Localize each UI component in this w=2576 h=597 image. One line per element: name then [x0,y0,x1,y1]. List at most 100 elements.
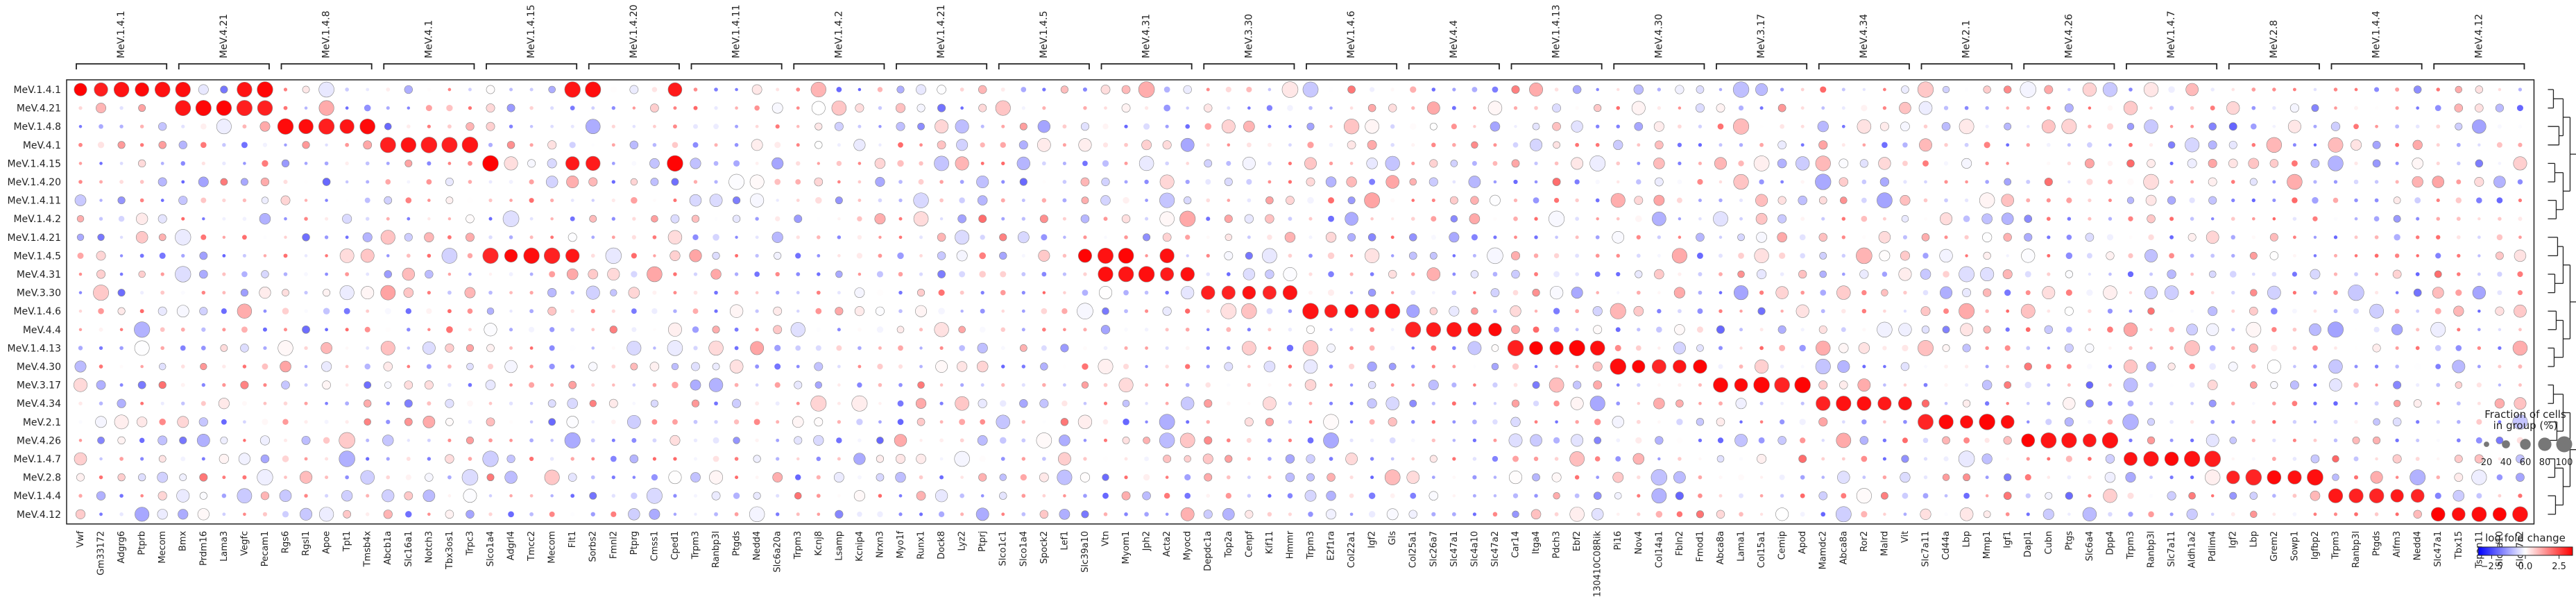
dot [1492,512,1498,517]
dot [529,124,534,128]
dot [1327,252,1335,260]
dot [2518,494,2523,498]
dot [1225,455,1233,463]
dot [1206,87,1210,92]
dot [1985,346,1989,351]
dot [1493,402,1497,405]
dot [154,81,171,98]
dot [2328,359,2343,374]
dot [2287,470,2302,485]
dot [2453,305,2464,317]
dot [2436,143,2440,147]
dot [1206,253,1210,258]
dot [1390,198,1395,203]
dot [1410,364,1415,369]
dot [180,345,186,351]
dot [2187,233,2197,242]
dot [1512,510,1519,519]
dot [898,142,903,148]
dot [2129,291,2133,294]
dot [749,174,765,190]
dot [1370,272,1374,276]
dot [384,196,393,205]
dot [611,124,615,128]
dot [1102,160,1109,167]
dot [2025,327,2031,333]
dot [1983,288,1992,297]
dot [1800,253,1806,259]
dot [1347,233,1356,242]
dot [935,360,948,373]
dot [407,439,411,442]
dot [1308,217,1313,221]
dot [1390,346,1395,351]
dot [445,178,454,186]
dot [366,309,370,313]
dot [1616,383,1620,387]
dot [1755,83,1768,96]
dot [2309,323,2321,336]
dot [774,344,781,352]
gene-label: Aifm3 [2392,531,2403,557]
dot [1041,457,1046,461]
dot [1530,509,1542,520]
dot [2186,508,2198,520]
dot [1820,86,1827,93]
dot [1593,491,1602,501]
dot [2024,362,2032,371]
dot [281,159,290,168]
dot [631,437,637,443]
dot [383,510,393,519]
dot [2436,235,2441,239]
dot [488,142,493,147]
dot [2047,161,2051,166]
dot [1675,491,1684,501]
dot [816,456,821,462]
dot [1390,383,1394,387]
dot [1184,455,1191,463]
dot [1367,140,1377,150]
dot [1202,453,1213,464]
group-label: MeV.1.4.13 [1551,5,1562,58]
dot [1040,362,1048,371]
dot [2375,106,2379,110]
dot [2272,494,2276,498]
dot [2395,438,2399,443]
dot [325,199,328,202]
dot [1163,492,1170,499]
dot [304,106,308,110]
dot [99,364,103,369]
dot [1492,419,1498,425]
dot [1406,471,1420,484]
dot [445,343,454,353]
dot [1365,119,1379,134]
dot [1534,235,1538,239]
dot [1061,401,1068,407]
dot [1777,325,1786,334]
dot [1678,124,1682,129]
dot [2334,346,2337,350]
dot [2477,235,2481,239]
dot [1923,217,1928,221]
dot [243,439,246,442]
dot [2393,400,2401,407]
dot [529,309,534,314]
dot [2190,253,2194,258]
dot [324,235,329,239]
dot [1328,197,1335,204]
dot [1903,512,1907,516]
dot [796,291,800,295]
dot [1883,383,1886,387]
dot [2044,325,2053,334]
dot [939,438,944,443]
dot [1903,383,1907,387]
dot [1615,456,1621,462]
dot [1185,124,1190,129]
dot [2518,383,2522,387]
dot [1060,344,1069,353]
dot [1000,87,1005,92]
dot [1816,396,1831,411]
dot [1165,290,1169,295]
dot [1185,382,1190,387]
dot [119,512,123,516]
